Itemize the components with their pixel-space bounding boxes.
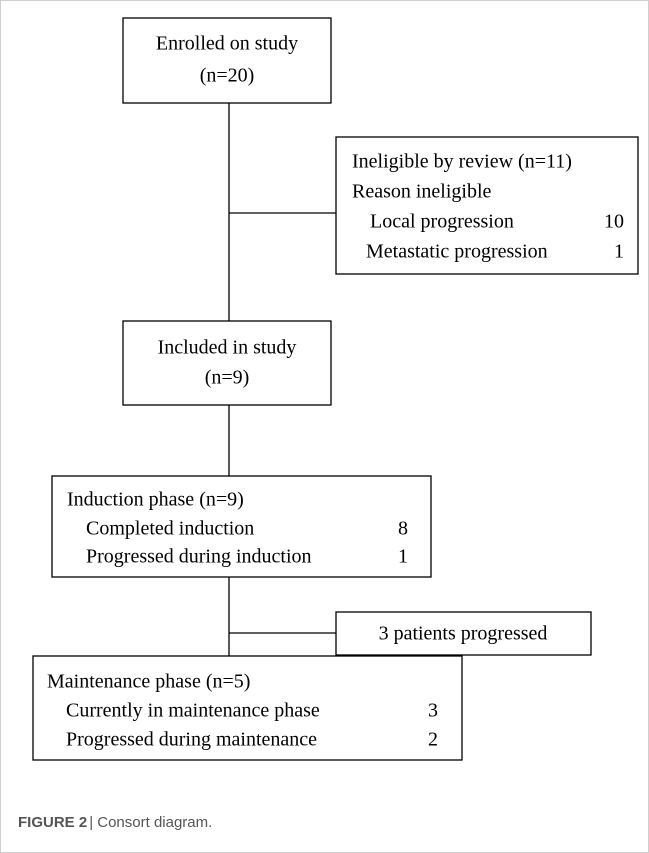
caption: FIGURE 2 | Consort diagram. (18, 814, 212, 831)
item-label: Metastatic progression (366, 241, 548, 263)
node-box (335, 136, 639, 275)
item-label: Completed induction (86, 518, 254, 540)
item-label: Progressed during maintenance (66, 729, 317, 751)
node-text: Enrolled on study (156, 33, 298, 55)
caption-label: FIGURE 2 (18, 814, 87, 831)
node-box (51, 475, 432, 578)
item-count: 10 (604, 211, 624, 233)
item-label: Currently in maintenance phase (66, 700, 320, 722)
item-count: 8 (398, 518, 408, 540)
node-text: 3 patients progressed (379, 623, 548, 645)
node-box (32, 655, 463, 761)
node-title: Maintenance phase (n=5) (47, 671, 250, 693)
node-box (122, 320, 332, 406)
item-count: 1 (398, 546, 408, 568)
node-box (335, 611, 592, 656)
item-count: 1 (614, 241, 624, 263)
node-text: (n=20) (200, 65, 255, 87)
node-box (122, 17, 332, 104)
node-text: (n=9) (205, 367, 250, 389)
caption-text: | Consort diagram. (89, 814, 212, 831)
node-subtitle: Reason ineligible (352, 181, 492, 203)
item-label: Progressed during induction (86, 546, 312, 568)
node-text: Included in study (158, 337, 297, 359)
item-count: 3 (428, 700, 438, 722)
node-title: Ineligible by review (n=11) (352, 151, 572, 173)
item-count: 2 (428, 729, 438, 751)
node-title: Induction phase (n=9) (67, 489, 244, 511)
item-label: Local progression (370, 211, 514, 233)
